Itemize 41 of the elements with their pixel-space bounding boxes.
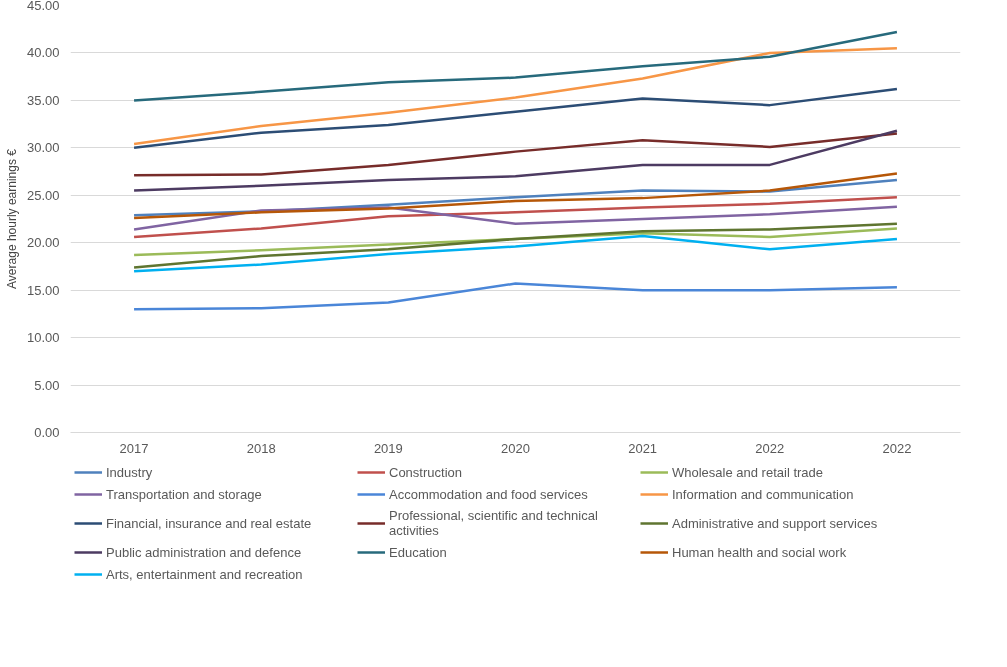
y-tick-label: 35.00 (26, 92, 60, 108)
y-tick-label: 30.00 (26, 140, 60, 156)
x-tick-label: 2022 (882, 440, 912, 456)
x-tick-label: 2020 (501, 440, 530, 456)
legend-label: Arts, entertainment and recreation (106, 566, 304, 582)
y-tick-label: 15.00 (26, 282, 60, 298)
line-series (132, 87, 899, 150)
line-series (132, 172, 899, 220)
legend-label: Industry (106, 464, 154, 480)
legend-label: Human health and social work (672, 544, 848, 560)
legend-label: Construction (389, 464, 463, 480)
y-tick-label: 25.00 (26, 187, 60, 203)
line-series (132, 222, 899, 269)
legend-label: Professional, scientific and technical activities (389, 508, 599, 538)
y-axis-title: Average hourly earnings € (4, 148, 19, 289)
line-series (132, 234, 899, 273)
y-tick-label: 45.00 (26, 0, 60, 13)
x-tick-label: 2018 (246, 440, 276, 456)
x-tick-label: 2022 (755, 440, 785, 456)
legend-label: Public administration and defence (106, 544, 303, 560)
legend-label: Information and communication (672, 486, 855, 502)
legend-label: Accommodation and food services (389, 486, 589, 502)
legend-label: Wholesale and retail trade (672, 464, 825, 480)
legend-label: Administrative and support services (672, 515, 879, 531)
line-series (132, 46, 899, 146)
y-tick-label: 10.00 (26, 330, 60, 346)
legend-label: Transportation and storage (106, 486, 263, 502)
line-series (132, 195, 899, 239)
line-series (132, 282, 899, 311)
x-tick-label: 2019 (373, 440, 403, 456)
y-tick-label: 5.00 (34, 377, 60, 393)
legend-label: Education (389, 544, 448, 560)
y-tick-label: 0.00 (34, 425, 60, 440)
y-tick-label: 20.00 (26, 235, 60, 251)
legend-label: Financial, insurance and real estate (106, 515, 313, 531)
line-series (132, 129, 899, 192)
line-series (132, 132, 899, 177)
x-tick-label: 2017 (119, 440, 149, 456)
line-series (132, 30, 899, 102)
x-tick-label: 2021 (628, 440, 658, 456)
y-tick-label: 40.00 (26, 45, 60, 61)
